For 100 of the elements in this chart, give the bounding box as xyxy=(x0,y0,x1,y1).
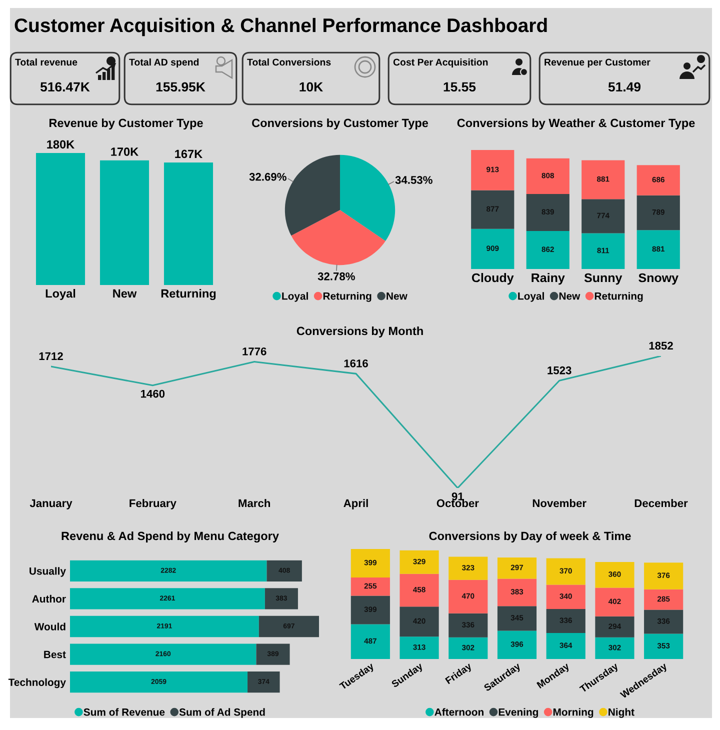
y-tick-label: Best xyxy=(44,650,66,658)
y-tick-label: Author xyxy=(32,594,66,603)
bar xyxy=(595,588,634,616)
data-label: 167K xyxy=(175,150,203,158)
data-label: 32.69% xyxy=(249,172,286,181)
x-tick-label: February xyxy=(130,499,176,510)
bar xyxy=(70,644,256,665)
y-tick-label: Would xyxy=(34,622,66,630)
data-label: 1712 xyxy=(39,352,63,360)
bar xyxy=(636,230,680,269)
text: 155.95K xyxy=(156,82,206,92)
pie-slice xyxy=(284,154,340,236)
x-tick-label: Rainy xyxy=(532,273,565,285)
data-label: 34.53% xyxy=(395,176,432,184)
legend-label: Sum of Ad Spend xyxy=(179,708,265,718)
chart-title: Revenue by Customer Type xyxy=(49,118,203,130)
y-tick-label: Technology xyxy=(8,678,66,688)
text: Revenue per Customer xyxy=(544,58,650,68)
chart-title: Conversions by Weather & Customer Type xyxy=(457,118,695,130)
text: 15.55 xyxy=(444,82,476,92)
bar xyxy=(546,584,586,609)
bar xyxy=(582,160,625,200)
bar xyxy=(497,630,537,659)
x-tick-label: April xyxy=(344,499,368,510)
legend-label: Sum of Revenue xyxy=(84,708,165,716)
bar xyxy=(471,228,514,269)
x-tick-label: January xyxy=(30,499,72,510)
bar xyxy=(264,588,298,610)
x-tick-label: Returning xyxy=(161,289,216,300)
bar xyxy=(595,616,634,638)
bar xyxy=(70,588,265,610)
data-label: 32.78% xyxy=(318,272,355,280)
data-label: 91 xyxy=(452,492,464,500)
legend-label: Night xyxy=(608,708,634,718)
data-label: 1852 xyxy=(649,342,673,350)
legend-label: Morning xyxy=(553,708,594,718)
bar xyxy=(497,606,537,631)
pie-slice xyxy=(340,154,396,242)
bar xyxy=(636,195,680,230)
bar xyxy=(526,230,570,269)
bar xyxy=(350,624,390,659)
bar xyxy=(582,199,625,234)
chart-title: Revenu & Ad Spend by Menu Category xyxy=(62,531,279,543)
bar xyxy=(448,637,488,659)
bar xyxy=(400,574,439,607)
bar xyxy=(595,637,634,659)
text: 516.47K xyxy=(40,82,90,92)
bar xyxy=(595,562,634,588)
pie-slice xyxy=(291,210,386,266)
bar xyxy=(70,672,248,693)
bar xyxy=(546,609,586,633)
data-label: 180K xyxy=(47,140,75,149)
bar xyxy=(350,549,390,578)
chart-title: Conversions by Customer Type xyxy=(252,118,428,130)
bar xyxy=(644,589,684,610)
data-label: 1776 xyxy=(242,347,266,356)
x-tick-label: Cloudy xyxy=(472,273,514,285)
bar xyxy=(248,672,280,693)
x-tick-label: November xyxy=(532,499,586,508)
data-label: 1616 xyxy=(344,359,368,368)
bar xyxy=(546,633,586,659)
x-tick-label: December xyxy=(634,499,688,508)
bar xyxy=(448,580,488,614)
bar xyxy=(582,233,625,269)
x-tick-label: March xyxy=(238,499,270,508)
text: 51.49 xyxy=(608,82,641,92)
bar xyxy=(497,558,537,579)
bar xyxy=(471,150,514,190)
x-tick-label: Snowy xyxy=(638,273,678,285)
bar xyxy=(70,560,267,582)
x-tick-label: Sunny xyxy=(584,273,622,285)
legend-label: Afternoon xyxy=(434,708,484,716)
text: 10K xyxy=(300,82,323,92)
bar xyxy=(70,616,259,638)
bar xyxy=(400,550,439,574)
bar xyxy=(256,644,290,665)
text: Customer Acquisition & Channel Performance Dashboard xyxy=(14,18,547,36)
y-tick-label: Usually xyxy=(30,567,66,577)
bar xyxy=(258,616,319,638)
bar xyxy=(471,190,514,229)
x-tick-label: October xyxy=(436,499,479,508)
bar xyxy=(644,610,684,634)
data-label: 1523 xyxy=(548,366,572,374)
x-tick-label: New xyxy=(113,289,137,298)
text: Total AD spend xyxy=(129,58,199,68)
bar xyxy=(644,634,684,659)
bar xyxy=(448,613,488,638)
chart-title: Conversions by Day of week & Time xyxy=(429,531,631,543)
bar xyxy=(400,636,439,659)
chart-title: Conversions by Month xyxy=(296,326,423,338)
bar xyxy=(636,165,680,196)
bar xyxy=(400,606,439,637)
bar xyxy=(266,560,302,582)
bar xyxy=(350,578,390,596)
text: Cost Per Acquisition xyxy=(393,58,488,68)
bar xyxy=(350,596,390,624)
bar xyxy=(546,558,586,585)
bar xyxy=(526,158,570,194)
bar xyxy=(526,194,570,231)
bar xyxy=(644,562,684,590)
